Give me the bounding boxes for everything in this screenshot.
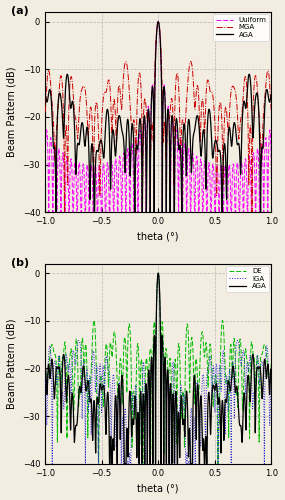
Line: Uuiform: Uuiform [45,22,272,212]
AGA [139,116,142,122]
DE [97,460,100,466]
Legend: Uuiform, MGA, AGA: Uuiform, MGA, AGA [213,14,269,40]
AGA [54,210,58,216]
AGA [263,107,266,113]
Line: IGA: IGA [45,273,272,464]
AGA [270,369,273,375]
AGA [140,458,144,464]
Uuiform [43,182,47,188]
Y-axis label: Beam Pattern (dB): Beam Pattern (dB) [7,318,17,409]
DE [252,354,255,360]
DE [263,342,266,347]
Uuiform [47,210,50,216]
AGA [208,401,211,407]
DE [140,364,144,370]
MGA [151,125,154,131]
AGA [208,108,211,114]
AGA [108,460,111,466]
AGA [151,84,154,90]
MGA [270,110,273,116]
IGA [139,396,142,402]
AGA [270,90,273,96]
DE [270,357,273,363]
DE [208,343,211,349]
DE [139,386,142,392]
Uuiform [263,153,266,159]
MGA [139,74,142,80]
DE [156,270,160,276]
Line: DE: DE [45,273,272,464]
Line: MGA: MGA [45,22,272,212]
Uuiform [208,166,211,172]
AGA [156,18,160,24]
MGA [156,18,160,24]
AGA [43,90,47,96]
DE [151,379,154,385]
Uuiform [156,18,160,24]
AGA [139,394,142,400]
MGA [263,96,266,102]
Line: AGA: AGA [45,273,272,464]
AGA [252,354,255,360]
AGA [252,130,255,136]
Uuiform [139,127,142,133]
MGA [208,86,211,92]
X-axis label: theta (°): theta (°) [137,483,179,493]
X-axis label: theta (°): theta (°) [137,232,179,241]
DE [43,357,47,363]
IGA [208,354,211,360]
MGA [140,124,144,130]
Text: (b): (b) [11,258,29,268]
MGA [63,210,66,216]
IGA [43,370,47,376]
Uuiform [270,182,273,188]
IGA [156,270,160,276]
Legend: DE, IGA, AGA: DE, IGA, AGA [226,266,269,292]
Uuiform [252,150,255,156]
IGA [263,406,266,412]
AGA [156,270,160,276]
AGA [43,369,47,375]
AGA [151,419,154,425]
AGA [140,188,144,194]
IGA [140,406,144,412]
MGA [43,110,47,116]
IGA [270,370,273,376]
MGA [252,98,255,104]
IGA [50,460,54,466]
Line: AGA: AGA [45,22,272,212]
Uuiform [151,82,154,88]
Uuiform [140,210,144,216]
AGA [263,356,266,362]
IGA [151,404,154,409]
Text: (a): (a) [11,6,29,16]
IGA [252,394,255,400]
Y-axis label: Beam Pattern (dB): Beam Pattern (dB) [7,67,17,158]
